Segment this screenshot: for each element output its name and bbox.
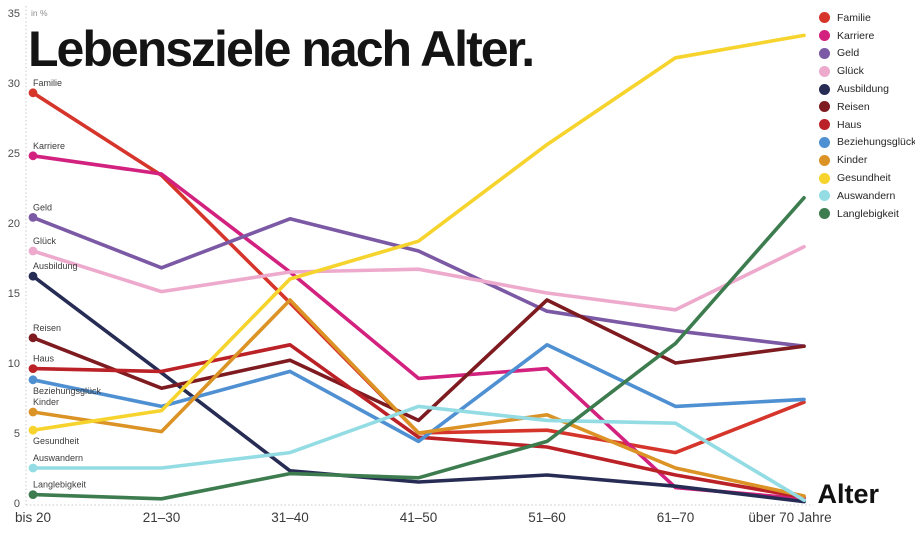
series-line-auswandern [31,404,806,503]
y-tick-label: 35 [8,8,20,20]
series-start-dot [28,88,38,98]
legend-label: Langlebigkeit [837,207,899,220]
legend-color-dot [819,119,830,131]
legend-item-haus: Haus [819,116,915,134]
legend-item-familie: Familie [819,9,915,27]
series-start-dot [28,246,38,256]
x-tick-label: 51–60 [528,510,566,525]
legend-item-beziehungsglück: Beziehungsglück [819,134,915,152]
y-axis-unit-label: in % [31,8,48,18]
series-line-kinder [31,298,806,498]
legend-label: Kinder [837,154,868,167]
series-start-dot [28,333,38,343]
x-axis-labels: bis 20 21–30 31–40 41–50 51–60 61–70 über 70 J… [15,510,832,525]
x-tick-label: 31–40 [271,510,309,525]
legend-label: Auswandern [837,189,896,202]
legend-item-gesundheit: Gesundheit [819,169,915,187]
legend-label: Haus [837,118,862,131]
legend-color-dot [819,101,830,113]
y-tick-label: 10 [8,358,20,370]
series-start-dot [28,151,38,161]
series-lines: Familie Karriere Geld Glück Ausbildung Reisen… [28,33,806,504]
series-line-haus [31,342,806,500]
legend-label: Geld [837,47,860,60]
y-tick-label: 0 [14,498,20,510]
series-start-dot [28,213,38,222]
legend-item-langlebigkeit: Langlebigkeit [819,205,915,223]
legend-color-dot [819,12,830,24]
y-tick-label: 25 [8,148,20,160]
legend-color-dot [819,47,830,59]
x-tick-label: über 70 Jahre [748,510,831,525]
legend-label: Gesundheit [837,172,891,185]
legend-item-ausbildung: Ausbildung [819,80,915,98]
series-start-label: Geld [33,202,52,212]
legend-item-karriere: Karriere [819,27,915,45]
legend-color-dot [819,65,830,77]
series-line-beziehungsglück [31,342,806,444]
legend-color-dot [819,30,830,42]
x-axis-title: Alter [817,479,879,509]
y-tick-label: 15 [8,288,20,300]
legend-item-kinder: Kinder [819,151,915,169]
legend-item-glück: Glück [819,62,915,80]
x-tick-label: bis 20 [15,510,51,525]
x-tick-label: 41–50 [400,510,438,525]
series-start-label: Auswandern [33,453,83,463]
page-title: Lebensziele nach Alter. [28,21,535,77]
series-start-label: Gesundheit [33,436,80,446]
x-tick-label: 21–30 [143,510,181,525]
series-start-dot [28,375,38,385]
y-tick-label: 5 [14,428,20,440]
series-start-label: Haus [33,354,55,364]
series-start-label: Reisen [33,323,61,333]
series-line-gesundheit [31,33,806,433]
legend-color-dot [819,83,830,95]
legend-color-dot [819,154,830,166]
legend-color-dot [819,190,830,202]
legend: Familie Karriere Geld Glück Ausbildung Reisen… [819,9,915,223]
legend-label: Karriere [837,29,875,42]
legend-item-auswandern: Auswandern [819,187,915,205]
legend-color-dot [819,172,830,184]
series-line-familie [31,91,806,455]
series-line-reisen [31,298,806,423]
series-start-dot [28,364,38,373]
legend-label: Ausbildung [837,83,889,96]
series-line-glück [31,245,806,312]
series-start-dot [28,425,38,435]
series-line-geld [31,215,806,349]
series-start-dot [28,490,38,499]
series-start-label: Familie [33,78,62,88]
series-start-dot [28,271,38,281]
x-tick-label: 61–70 [657,510,695,525]
series-line-langlebigkeit [31,196,806,501]
legend-item-geld: Geld [819,45,915,63]
series-start-label: Karriere [33,141,65,151]
legend-color-dot [819,136,830,148]
series-start-label: Langlebigkeit [33,480,87,490]
legend-label: Reisen [837,100,870,113]
series-start-dot [28,407,38,417]
y-axis-ticks: 0 5 10 15 20 25 30 35 [8,8,20,510]
y-tick-label: 20 [8,218,20,230]
series-start-label: Kinder [33,397,59,407]
legend-label: Beziehungsglück [837,136,915,149]
series-start-label: Beziehungsglück [33,386,102,396]
legend-label: Glück [837,65,864,78]
legend-label: Familie [837,11,871,24]
y-tick-label: 30 [8,78,20,90]
legend-item-reisen: Reisen [819,98,915,116]
legend-color-dot [819,208,830,220]
series-start-dot [28,463,38,473]
series-start-label: Glück [33,236,57,246]
series-start-label: Ausbildung [33,261,78,271]
